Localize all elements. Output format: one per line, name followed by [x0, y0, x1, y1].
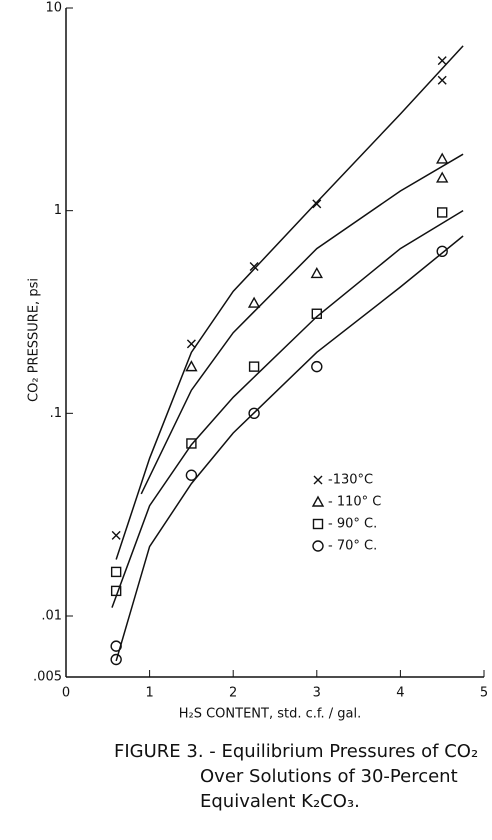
x-tick-label: 0: [62, 686, 70, 701]
fit-curve: [115, 235, 464, 662]
point: [110, 585, 122, 597]
point: [437, 207, 448, 218]
point: [311, 360, 323, 373]
point: [185, 360, 198, 372]
point: [111, 530, 121, 540]
point: [437, 75, 447, 85]
fit-curve: [111, 210, 464, 608]
legend-marker: [312, 518, 324, 530]
legend-label: - 70° C.: [328, 539, 377, 554]
x-tick-label: 4: [396, 686, 404, 701]
point: [185, 469, 198, 481]
fit-curve: [115, 45, 464, 560]
point: [436, 245, 448, 258]
fit-curve: [140, 153, 464, 495]
x-axis-label: H₂S CONTENT, std. c.f. / gal.: [179, 707, 362, 722]
legend-label: - 90° C.: [328, 517, 377, 532]
legend-label: - 110° C: [328, 495, 381, 510]
x-tick-label: 3: [313, 686, 321, 701]
point: [110, 653, 122, 666]
point: [437, 56, 447, 66]
y-tick-label: .1: [50, 406, 62, 421]
y-tick-label: 1: [54, 203, 62, 218]
y-tick-label: .005: [33, 670, 62, 685]
x-tick-label: 5: [480, 686, 488, 701]
y-axis-label: CO₂ PRESSURE, psi: [27, 278, 42, 402]
legend-label: -130°C: [328, 473, 373, 488]
point: [248, 361, 260, 372]
x-tick-label: 1: [145, 686, 153, 701]
legend-marker: [312, 540, 324, 552]
point: [436, 152, 449, 164]
point: [436, 171, 449, 183]
y-tick-label: 10: [45, 1, 62, 16]
point: [311, 308, 322, 319]
point: [248, 407, 260, 420]
caption: Equivalent K₂CO₃.: [200, 791, 360, 812]
point: [186, 339, 196, 349]
point: [310, 267, 323, 279]
caption: FIGURE 3. - Equilibrium Pressures of CO₂: [114, 741, 478, 762]
point: [110, 640, 122, 652]
point: [110, 566, 122, 578]
x-tick-label: 2: [229, 686, 237, 701]
point: [249, 262, 259, 272]
point: [186, 438, 197, 449]
legend-marker: [313, 475, 323, 485]
y-tick-label: .01: [41, 608, 62, 623]
point: [312, 199, 322, 209]
legend-marker: [311, 495, 325, 507]
caption: Over Solutions of 30-Percent: [200, 766, 458, 787]
point: [247, 296, 261, 308]
